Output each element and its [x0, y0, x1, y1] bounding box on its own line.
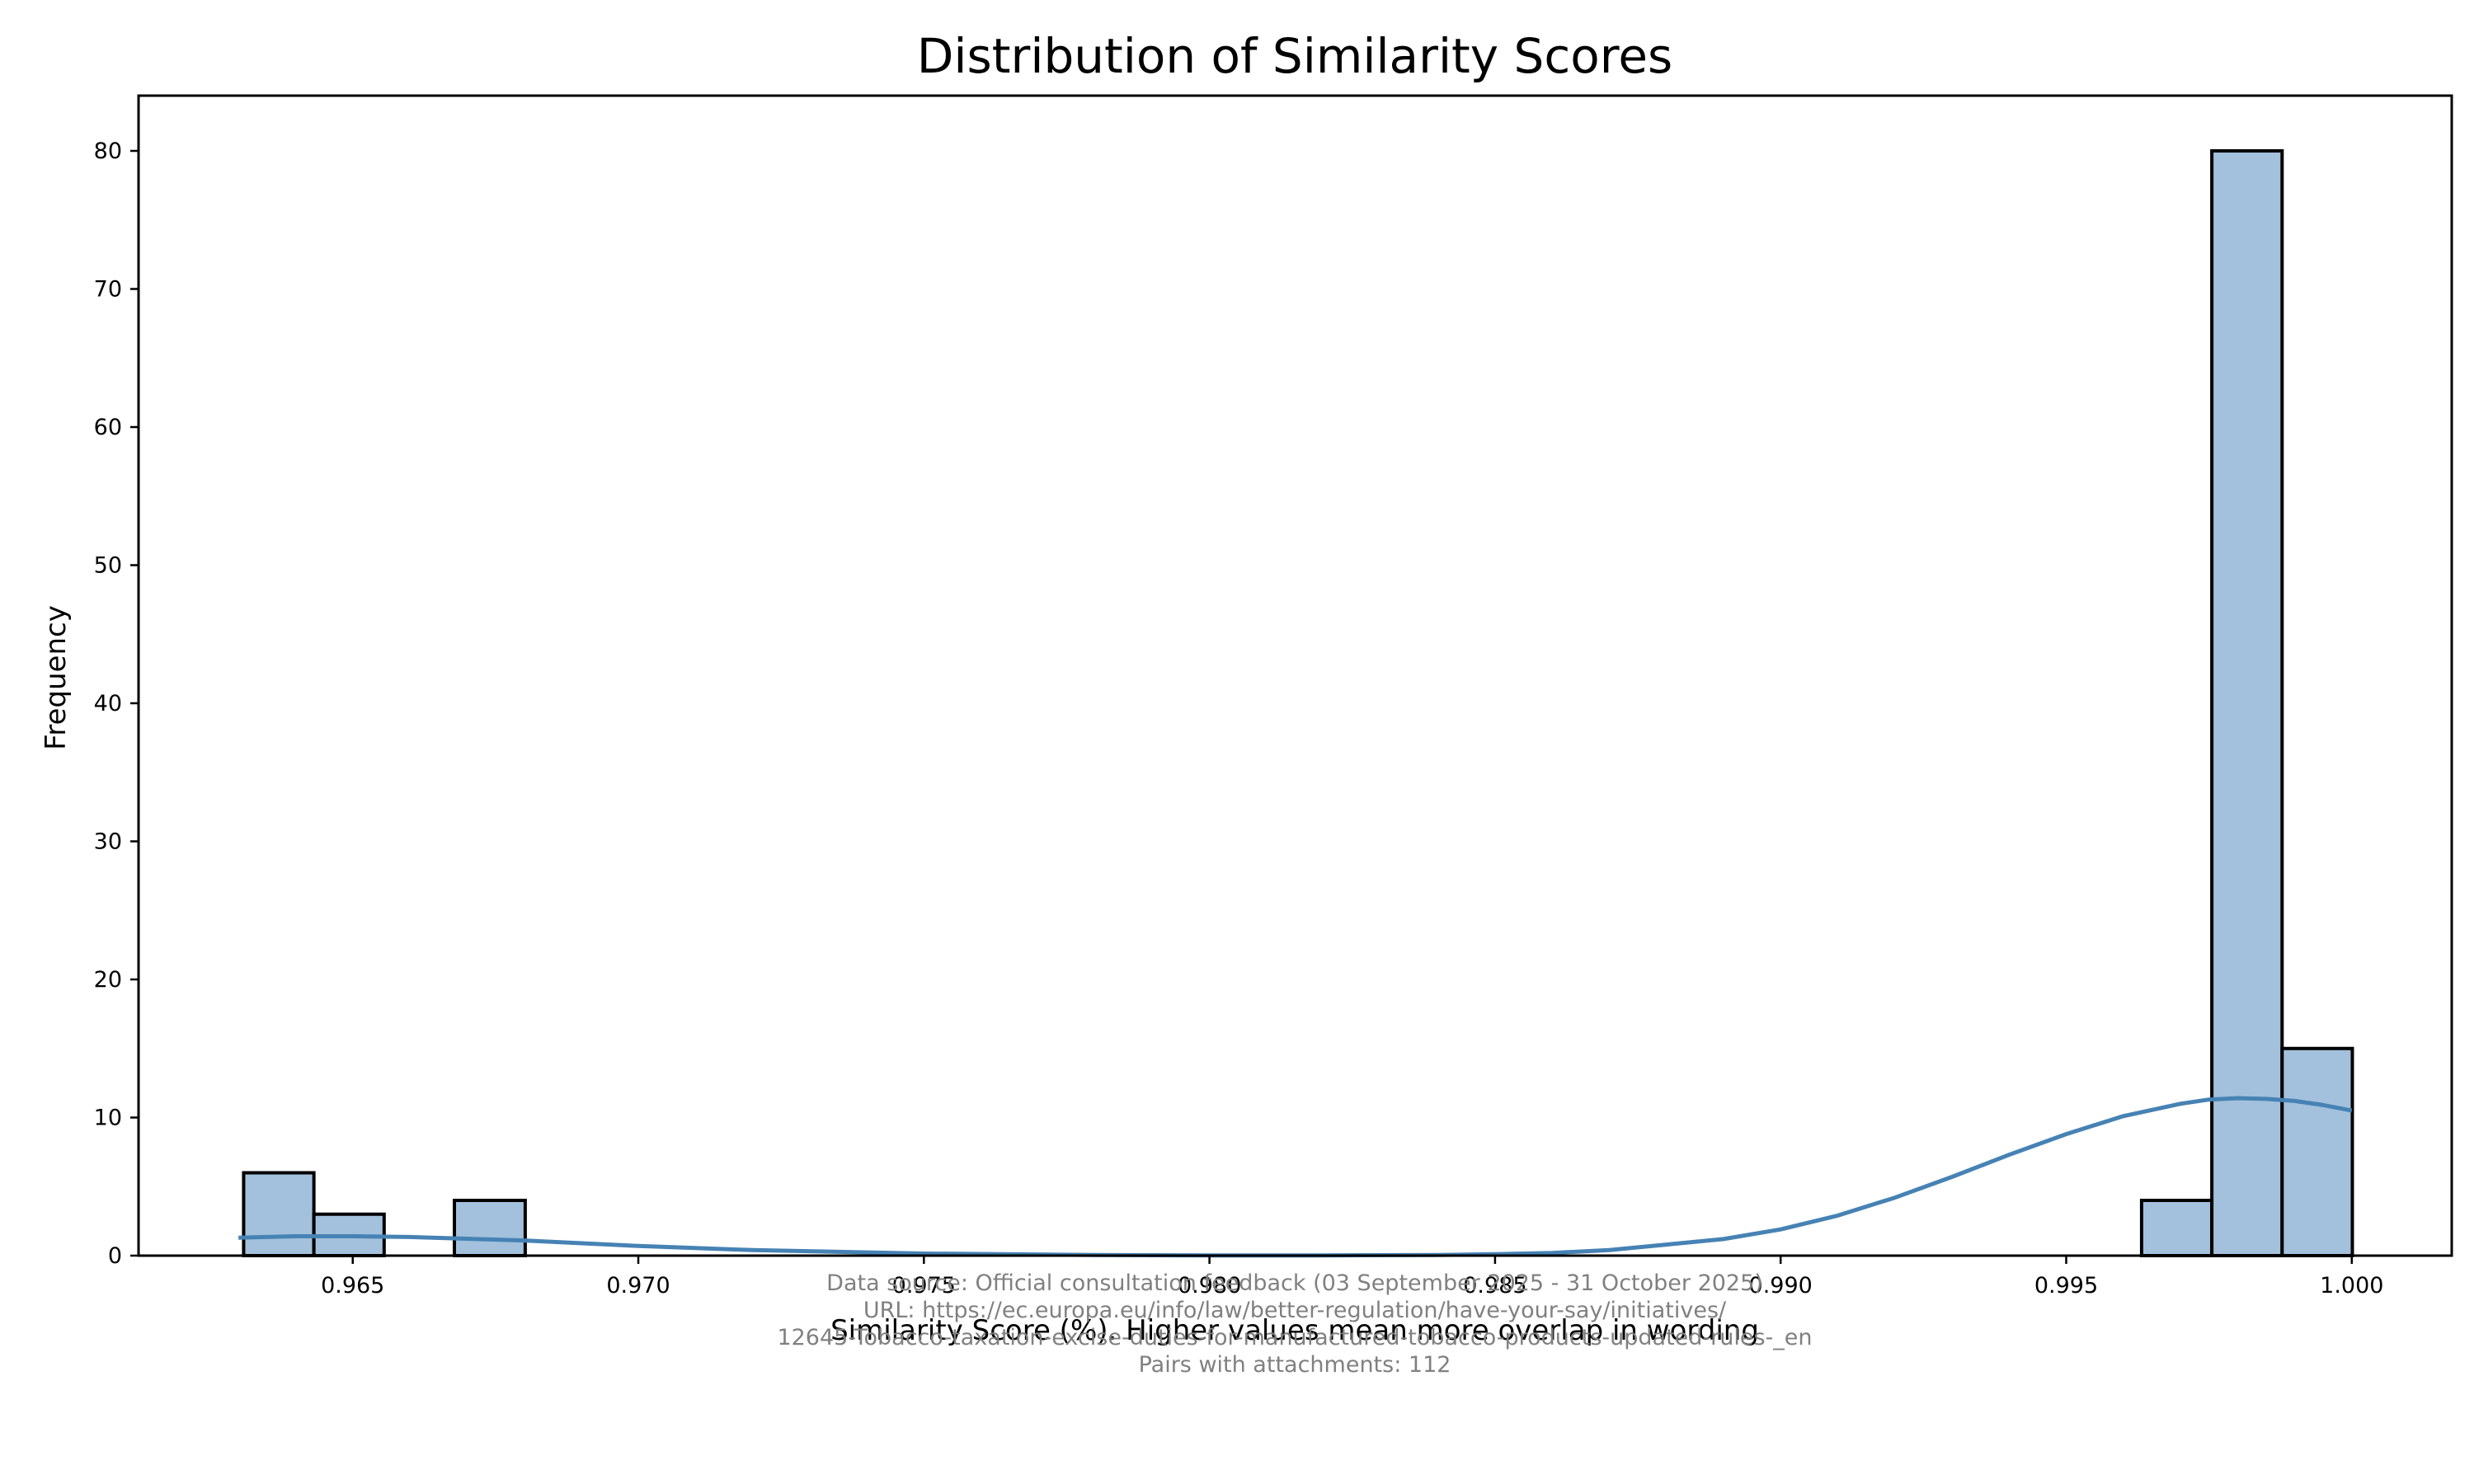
histogram-bar-5	[2210, 149, 2284, 1257]
x-tick-label-2: 0.975	[892, 1273, 956, 1298]
y-tick-label-6: 60	[94, 415, 122, 440]
histogram-bar-0	[242, 1171, 316, 1257]
y-tick-label-8: 80	[94, 139, 122, 164]
x-axis-ticks: 0.965 0.970 0.975 0.980 0.985 0.990 0.995 1.000	[321, 1256, 2383, 1298]
kde-density-curve	[238, 1096, 2353, 1258]
x-axis-label: Similarity Score (%). Higher values mean…	[830, 1314, 1759, 1347]
source-note-line-2: URL: https://ec.europa.eu/info/law/bette…	[863, 1298, 1727, 1323]
histogram-bars	[242, 149, 2354, 1257]
y-axis-label: Frequency	[40, 605, 73, 750]
x-tick-label-7: 1.000	[2320, 1273, 2383, 1298]
y-tick-label-7: 70	[94, 277, 122, 303]
plot-frame	[137, 94, 2453, 1257]
x-tick-label-6: 0.995	[2034, 1273, 2098, 1298]
histogram-bar-4	[2139, 1199, 2214, 1257]
y-tick-label-4: 40	[94, 691, 122, 716]
chart-title: Distribution of Similarity Scores	[917, 28, 1672, 84]
source-note-line-3: 12645-Tobacco-taxation-excise-duties-for…	[777, 1325, 1812, 1350]
y-tick-label-1: 10	[94, 1106, 122, 1131]
histogram-bar-6	[2280, 1046, 2354, 1257]
data-source-note: Data source: Official consultation feedb…	[777, 1270, 1812, 1378]
y-tick-label-5: 50	[94, 553, 122, 579]
source-note-line-4: Pairs with attachments: 112	[1139, 1352, 1451, 1378]
y-tick-label-2: 20	[94, 967, 122, 993]
x-tick-label-0: 0.965	[321, 1273, 384, 1298]
histogram-bar-3	[453, 1199, 527, 1257]
y-tick-label-0: 0	[108, 1243, 122, 1269]
y-axis-ticks: 0 10 20 30 40 50 60 70 80	[94, 139, 139, 1269]
y-tick-label-3: 30	[94, 829, 122, 855]
source-note-line-1: Data source: Official consultation feedb…	[826, 1270, 1763, 1296]
x-tick-label-1: 0.970	[606, 1273, 670, 1298]
x-tick-label-3: 0.980	[1178, 1273, 1241, 1298]
x-tick-label-5: 0.990	[1749, 1273, 1813, 1298]
x-tick-label-4: 0.985	[1463, 1273, 1526, 1298]
